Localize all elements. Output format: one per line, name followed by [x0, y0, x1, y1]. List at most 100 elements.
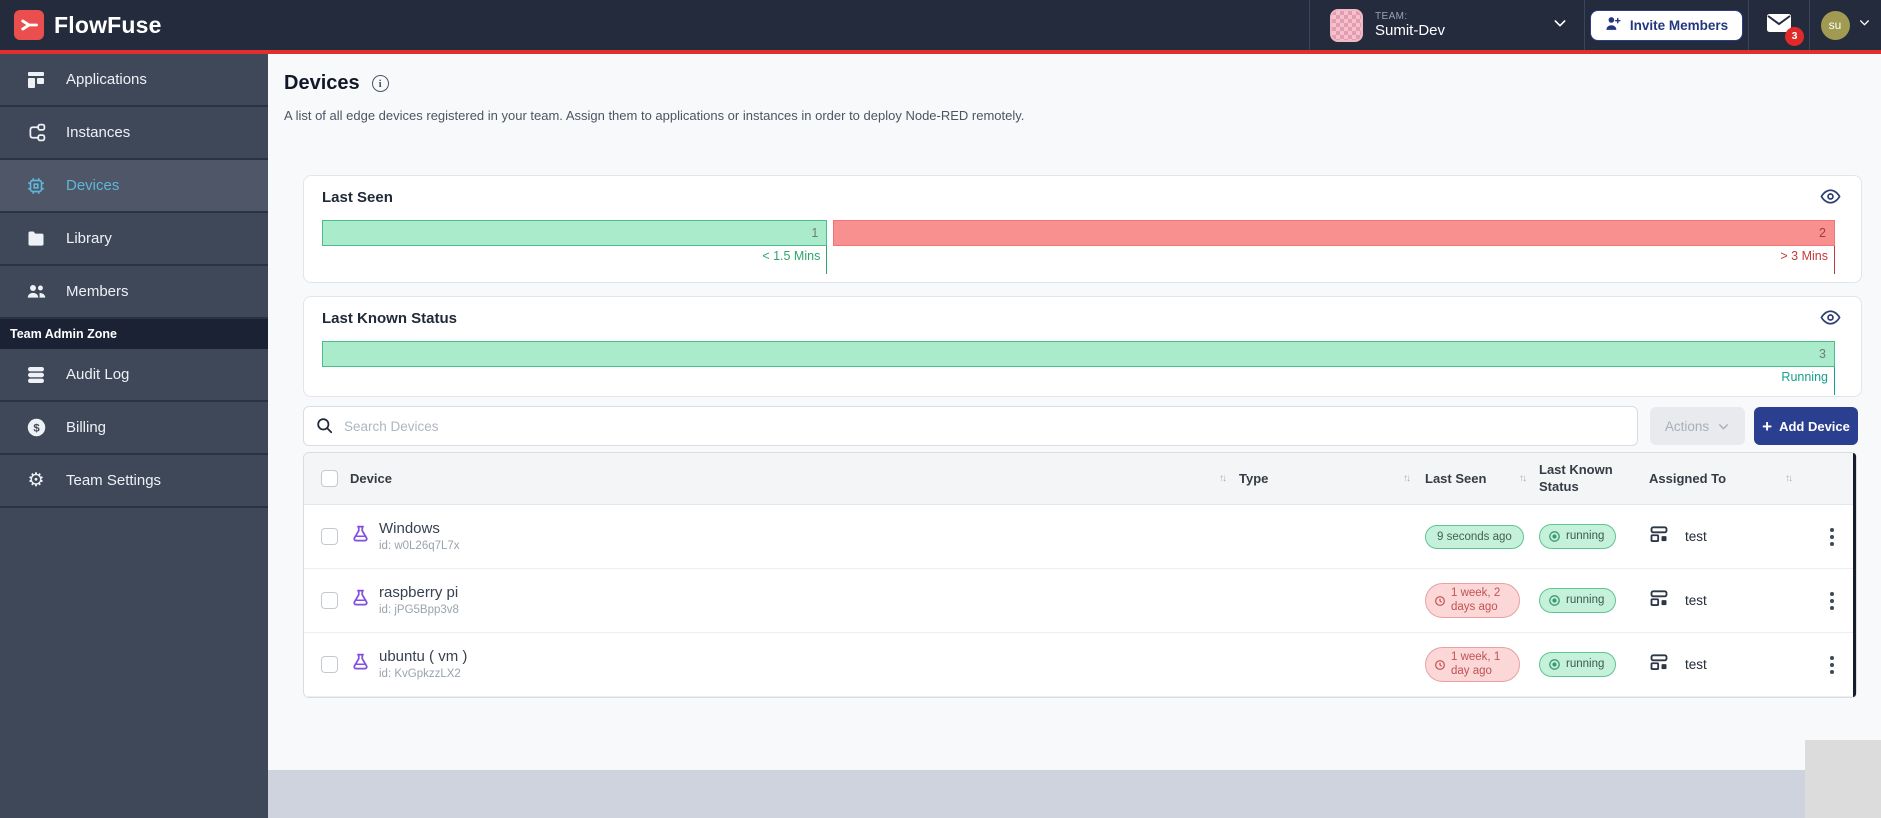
info-icon[interactable]: i: [371, 75, 389, 92]
main-content: Devices i A list of all edge devices reg…: [268, 54, 1881, 770]
sidebar-item-devices[interactable]: Devices: [0, 160, 268, 213]
running-icon: [1549, 530, 1560, 542]
actions-dropdown-button[interactable]: Actions: [1650, 407, 1745, 445]
chevron-down-icon: [1552, 15, 1568, 36]
segment-bar-green: 1: [322, 220, 828, 246]
search-icon: [317, 418, 333, 434]
last-known-status-card: Last Known Status 3 Running: [303, 296, 1862, 397]
brand-name: FlowFuse: [54, 11, 162, 38]
user-plus-icon: [1605, 15, 1622, 35]
segment-label: > 3 Mins: [833, 246, 1835, 274]
row-checkbox[interactable]: [321, 528, 338, 545]
sidebar-item-applications[interactable]: Applications: [0, 54, 268, 107]
table-scrollbar[interactable]: [1853, 453, 1856, 697]
kebab-menu-icon[interactable]: [1826, 524, 1838, 550]
row-checkbox[interactable]: [321, 592, 338, 609]
table-row[interactable]: Windows id: w0L26q7L7x 9 seconds ago run…: [304, 505, 1856, 569]
sort-icon[interactable]: ↑↓: [1785, 473, 1793, 484]
sidebar-item-label: Applications: [66, 71, 147, 88]
add-device-button[interactable]: + Add Device: [1754, 407, 1858, 445]
sidebar-item-audit-log[interactable]: Audit Log: [0, 349, 268, 402]
users-icon: [24, 281, 48, 302]
gear-icon: ⚙: [27, 470, 45, 491]
eye-icon[interactable]: [1820, 309, 1841, 331]
dollar-icon: $: [24, 417, 48, 438]
team-admin-zone-label: Team Admin Zone: [0, 319, 268, 349]
sidebar-item-billing[interactable]: $ Billing: [0, 402, 268, 455]
invite-members-button[interactable]: Invite Members: [1589, 9, 1744, 41]
select-all-checkbox[interactable]: [321, 470, 338, 487]
sidebar-item-team-settings[interactable]: ⚙ Team Settings: [0, 455, 268, 508]
team-selector[interactable]: TEAM: Sumit-Dev: [1310, 0, 1584, 50]
flowfuse-logo-icon: [14, 10, 44, 40]
search-input[interactable]: [303, 406, 1638, 446]
sidebar-item-library[interactable]: Library: [0, 213, 268, 266]
sidebar-item-instances[interactable]: Instances: [0, 107, 268, 160]
application-icon: [1649, 588, 1669, 613]
table-row[interactable]: raspberry pi id: jPG5Bpp3v8 1 week, 2 da…: [304, 569, 1856, 633]
application-icon: [1649, 652, 1669, 677]
eye-icon[interactable]: [1820, 188, 1841, 210]
sidebar-item-label: Members: [66, 283, 129, 300]
team-label: TEAM:: [1375, 10, 1408, 22]
scrollbar-corner: [1805, 740, 1881, 818]
sidebar-item-label: Devices: [66, 177, 120, 194]
divider: [1748, 0, 1749, 50]
svg-text:$: $: [33, 422, 40, 434]
kebab-menu-icon[interactable]: [1826, 652, 1838, 678]
device-name[interactable]: Windows: [379, 519, 440, 537]
assigned-to-link[interactable]: test: [1685, 657, 1707, 672]
chevron-down-icon: [1858, 16, 1871, 34]
device-name[interactable]: raspberry pi: [379, 583, 459, 601]
chart-segment: 2 > 3 Mins: [833, 220, 1835, 274]
sort-icon[interactable]: ↑↓: [1219, 473, 1227, 484]
running-icon: [1549, 658, 1560, 670]
column-device: Device: [350, 471, 392, 486]
brand[interactable]: FlowFuse: [0, 10, 162, 40]
sidebar-item-members[interactable]: Members: [0, 266, 268, 319]
device-id: id: jPG5Bpp3v8: [379, 603, 459, 616]
column-last-known-status: Last Known Status: [1539, 462, 1613, 494]
status-badge: running: [1539, 524, 1617, 549]
divider: [1584, 0, 1585, 50]
chart-title: Last Known Status: [322, 310, 458, 327]
chart-segment: 1 < 1.5 Mins: [322, 220, 828, 274]
user-menu[interactable]: su: [1810, 10, 1881, 40]
kebab-menu-icon[interactable]: [1826, 588, 1838, 614]
sort-icon[interactable]: ↑↓: [1519, 473, 1527, 484]
invite-members-label: Invite Members: [1629, 17, 1729, 33]
sort-icon[interactable]: ↑↓: [1403, 473, 1411, 484]
segment-bar-red: 2: [833, 220, 1835, 246]
clock-icon: [1435, 659, 1445, 670]
plus-icon: +: [1762, 416, 1773, 436]
last-known-status-chart: 3 Running: [322, 341, 1835, 395]
status-badge: running: [1539, 652, 1617, 677]
sidebar-item-label: Library: [66, 230, 112, 247]
application-icon: [1649, 524, 1669, 549]
sidebar-item-label: Team Settings: [66, 472, 162, 489]
chart-title: Last Seen: [322, 189, 393, 206]
mail-icon: 3: [1766, 13, 1804, 46]
clock-icon: [1435, 595, 1445, 606]
search-bar: [303, 406, 1638, 446]
add-device-label: Add Device: [1779, 418, 1850, 434]
last-seen-badge: 1 week, 2 days ago: [1425, 583, 1520, 618]
status-badge: running: [1539, 588, 1617, 613]
table-row[interactable]: ubuntu ( vm ) id: KvGpkzzLX2 1 week, 1 d…: [304, 633, 1856, 697]
last-seen-badge: 1 week, 1 day ago: [1425, 647, 1520, 682]
row-checkbox[interactable]: [321, 656, 338, 673]
database-icon: [24, 365, 48, 385]
segment-label: < 1.5 Mins: [322, 246, 828, 274]
last-seen-chart: 1 < 1.5 Mins 2 > 3 Mins: [322, 220, 1835, 274]
assigned-to-link[interactable]: test: [1685, 593, 1707, 608]
notifications-button[interactable]: 3: [1749, 13, 1809, 46]
device-name[interactable]: ubuntu ( vm ): [379, 647, 468, 665]
chart-segment: 3 Running: [322, 341, 1835, 395]
applications-icon: [24, 70, 48, 90]
column-assigned-to: Assigned To: [1649, 471, 1727, 486]
team-avatar: [1330, 8, 1363, 42]
device-id: id: w0L26q7L7x: [379, 539, 460, 552]
page-title: Devices: [284, 72, 360, 94]
instances-icon: [24, 122, 48, 143]
assigned-to-link[interactable]: test: [1685, 529, 1707, 544]
